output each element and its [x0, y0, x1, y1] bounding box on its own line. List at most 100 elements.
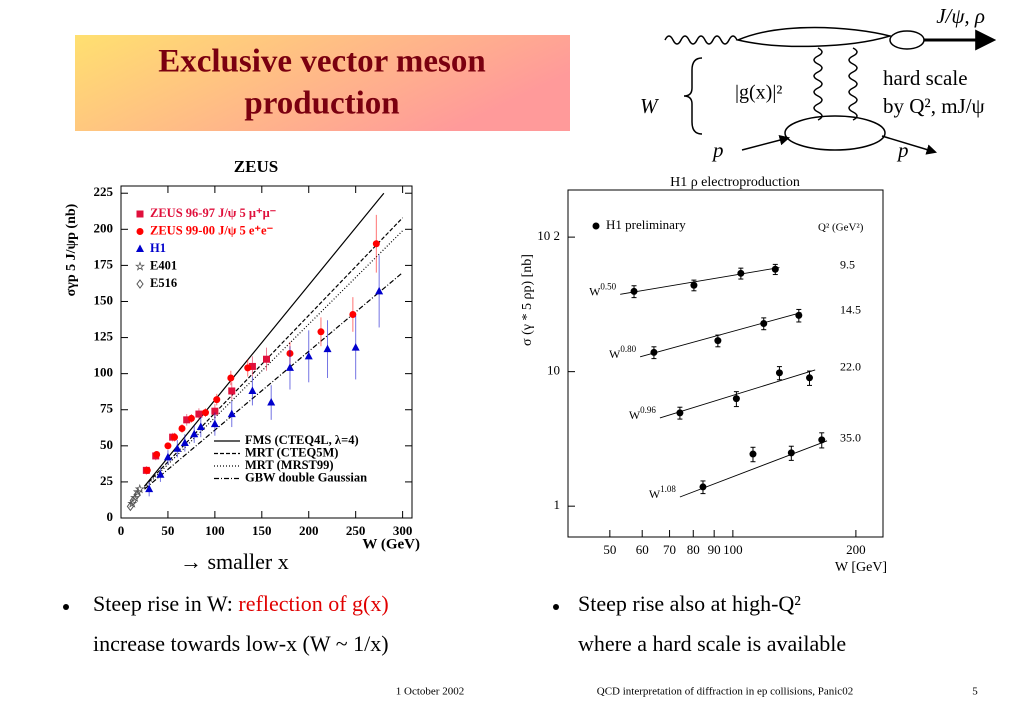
gluon-label: |g(x)|² [735, 82, 782, 104]
x-tick-label: 200 [846, 542, 866, 557]
data-point [263, 355, 270, 363]
footer-page: 5 [972, 686, 978, 698]
x-tick-label: 100 [205, 523, 225, 538]
y-axis-label: σγp 5 J/ψp (nb) [64, 203, 79, 296]
meson-blob [889, 30, 925, 50]
bullet-text: increase towards low-x (W ~ 1/x) [93, 631, 389, 656]
data-point [201, 409, 209, 417]
data-point [190, 429, 199, 438]
legend-marker [135, 261, 145, 271]
data-point [145, 484, 154, 493]
x-tick-label: 250 [346, 523, 366, 538]
series-name: 35.0 [840, 431, 861, 445]
legend-marker [136, 279, 144, 289]
gluon [813, 47, 823, 121]
fit-line [620, 267, 780, 295]
chart: H1 ρ electroproduction W [GeV] σ (γ * 5 ρp… [520, 175, 887, 575]
data-point [795, 311, 803, 319]
fit-label-power: 0.96 [640, 405, 656, 415]
data-point [126, 501, 135, 512]
data-point [787, 449, 795, 457]
y-tick-label: 200 [94, 220, 114, 235]
data-point [173, 444, 182, 452]
y-tick-label: 10 2 [537, 228, 560, 243]
fit-label-power: 0.80 [620, 344, 636, 354]
y-tick-label: 125 [94, 329, 114, 344]
fit-label-base: W [589, 284, 601, 298]
fit-label-base: W [609, 347, 621, 361]
x-tick-label: 80 [687, 542, 700, 557]
data-point [737, 269, 745, 277]
data-point [749, 450, 757, 458]
legend-label: E516 [150, 276, 177, 290]
slide-title: production [244, 86, 399, 122]
chart-title: ZEUS [234, 157, 278, 176]
fit-label: W0.50 [589, 281, 617, 298]
x-tick-label: 0 [118, 523, 125, 538]
data-point [775, 369, 783, 377]
bullet-dot [63, 604, 69, 610]
legend-label: H1 [150, 241, 166, 255]
data-point [153, 450, 161, 458]
data-point [818, 436, 826, 444]
hard-scale-label: by Q², mJ/ψ [883, 94, 985, 118]
data-point [714, 337, 722, 345]
legend-label: MRT (MRST99) [245, 458, 334, 472]
data-point [806, 374, 814, 382]
data-point [323, 344, 332, 353]
plot-area [620, 263, 828, 498]
bullet-text: Steep rise in W: [93, 591, 238, 616]
data-point [690, 281, 698, 289]
bullet-text: where a hard scale is available [578, 631, 846, 656]
plot-frame [120, 185, 413, 519]
fit-line [639, 312, 802, 358]
hard-scale-label: hard scale [883, 66, 968, 90]
bullet-dot [553, 604, 559, 610]
legend-marker [136, 210, 144, 218]
y-tick-label: 75 [100, 401, 114, 416]
legend-label: MRT (CTEQ5M) [245, 445, 338, 459]
data-point [143, 466, 151, 474]
y-axis-label: σ (γ * 5 ρp) [nb] [520, 254, 535, 346]
series-name: 22.0 [840, 360, 861, 374]
brace [683, 57, 703, 135]
proton-label: p [896, 138, 909, 162]
y-tick-label: 50 [100, 437, 113, 452]
proton-in [741, 135, 791, 151]
data-point [676, 409, 684, 417]
slide-title: Exclusive vector meson [158, 44, 486, 80]
plot-frame [567, 189, 884, 538]
x-tick-label: 70 [663, 542, 676, 557]
footer-talk: QCD interpretation of diffraction in ep … [597, 686, 853, 698]
data-point [171, 433, 179, 441]
data-point [630, 287, 638, 295]
meson-label: J/ψ, ρ [936, 4, 985, 28]
legend-label: GBW double Gaussian [245, 470, 367, 484]
legend-marker [136, 228, 144, 235]
fit-line [659, 369, 816, 419]
x-tick-label: 90 [708, 542, 721, 557]
data-point [210, 419, 219, 428]
data-point [349, 310, 357, 318]
data-point [213, 396, 221, 404]
data-point [195, 410, 203, 418]
data-point [760, 319, 768, 327]
data-point [156, 470, 165, 478]
theory-curve [144, 217, 404, 487]
fit-label-base: W [629, 408, 641, 422]
data-point [180, 438, 189, 446]
data-point [351, 343, 360, 351]
data-point [304, 351, 313, 360]
legend-label: FMS (CTEQ4L, λ=4) [245, 433, 359, 447]
data-point [134, 483, 145, 494]
gluon [848, 47, 858, 121]
fit-label-power: 0.50 [600, 281, 616, 291]
plot-area [126, 192, 404, 512]
data-point [178, 425, 186, 433]
bullet-text: Steep rise also at high-Q² [578, 591, 801, 616]
legend-marker [136, 244, 144, 252]
y-tick-label: 25 [100, 473, 114, 488]
data-point [228, 387, 236, 395]
data-point [183, 416, 191, 424]
data-point [227, 374, 235, 382]
